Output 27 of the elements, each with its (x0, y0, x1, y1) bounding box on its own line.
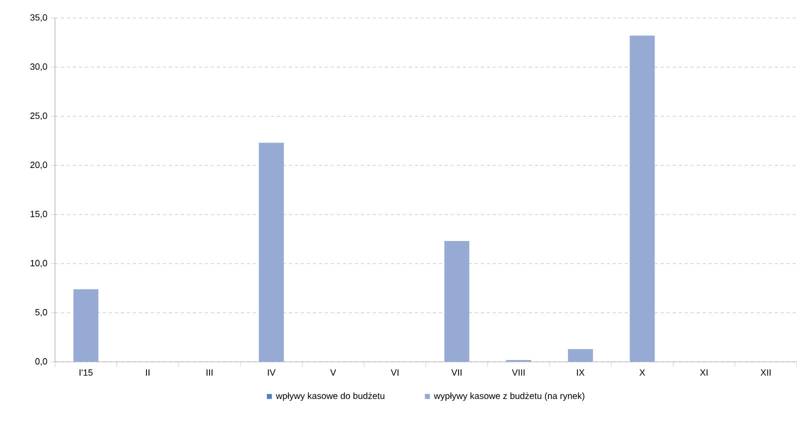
y-tick-label: 10,0 (30, 260, 48, 268)
x-tick-label: V (330, 369, 336, 376)
y-tick-label: 25,0 (30, 112, 48, 120)
x-tick-label: III (206, 369, 212, 376)
x-tick-label: XII (760, 369, 771, 376)
y-tick-label: 0,0 (35, 358, 48, 366)
x-tick-label: IX (577, 369, 585, 376)
x-tick-label: IV (268, 369, 276, 376)
x-tick-label: I'15 (80, 369, 93, 376)
bar (444, 241, 470, 362)
bar (568, 349, 593, 362)
x-tick-label: X (639, 369, 646, 376)
x-tick-label: VI (390, 369, 398, 376)
x-tick-label: VII (451, 369, 462, 376)
y-tick-label: 15,0 (30, 210, 48, 218)
x-tick-label: VIII (512, 369, 525, 376)
legend-label: wpływy kasowe do budżetu (276, 392, 384, 401)
y-tick-label: 30,0 (30, 63, 48, 71)
y-tick-label: 35,0 (30, 14, 48, 22)
y-tick-label: 20,0 (30, 162, 48, 170)
legend-label: wypływy kasowe z budżetu (na rynek) (434, 392, 584, 401)
y-tick-label: 5,0 (35, 309, 48, 317)
x-tick-label: XI (700, 369, 708, 376)
x-tick-label: II (146, 369, 150, 376)
bar (258, 142, 284, 362)
bar (630, 36, 655, 362)
bar (73, 289, 98, 362)
